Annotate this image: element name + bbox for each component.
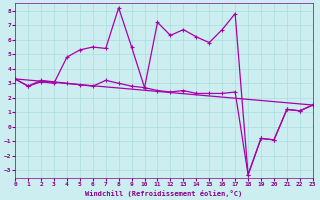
X-axis label: Windchill (Refroidissement éolien,°C): Windchill (Refroidissement éolien,°C) [85,190,243,197]
